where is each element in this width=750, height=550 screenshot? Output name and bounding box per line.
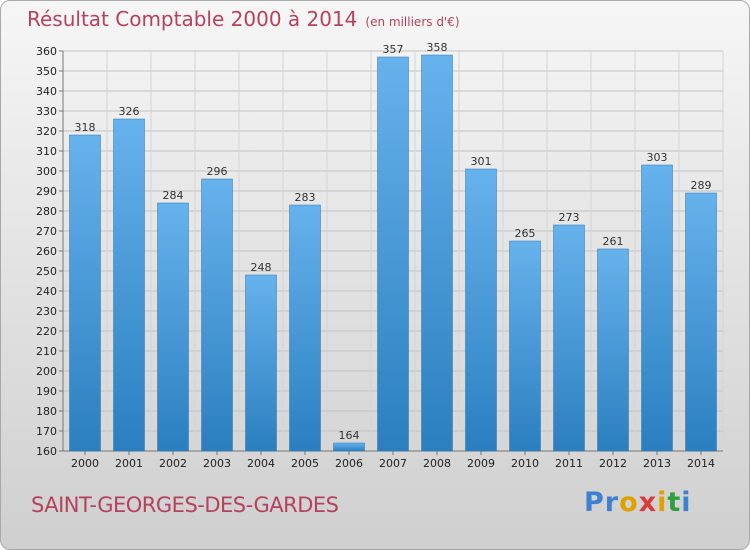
commune-name: SAINT-GEORGES-DES-GARDES — [31, 493, 339, 517]
x-tick-label: 2008 — [423, 457, 451, 470]
y-tick-label: 260 — [36, 245, 57, 258]
value-label: 296 — [207, 165, 228, 178]
bar — [157, 202, 189, 452]
y-tick-label: 160 — [36, 445, 57, 458]
x-tick-label: 2003 — [203, 457, 231, 470]
bar — [597, 248, 629, 452]
y-tick-label: 180 — [36, 405, 57, 418]
x-tick-label: 2004 — [247, 457, 275, 470]
y-tick-label: 240 — [36, 285, 57, 298]
value-label: 301 — [471, 155, 492, 168]
logo-letter: t — [667, 487, 682, 518]
bar — [69, 134, 101, 452]
proxiti-logo: Proxiti — [584, 487, 692, 518]
logo-letter: P — [584, 487, 605, 518]
logo-letter: i — [657, 487, 668, 518]
bar — [421, 54, 453, 452]
y-tick-label: 250 — [36, 265, 57, 278]
logo-letter: r — [604, 487, 620, 518]
value-label: 248 — [251, 261, 272, 274]
y-tick-label: 170 — [36, 425, 57, 438]
x-tick-label: 2007 — [379, 457, 407, 470]
bar — [553, 224, 585, 452]
value-label: 261 — [603, 235, 624, 248]
y-tick-label: 320 — [36, 125, 57, 138]
logo-letter: x — [638, 487, 658, 518]
bar — [113, 118, 145, 452]
logo-letter: i — [681, 487, 692, 518]
y-tick-label: 360 — [36, 45, 57, 58]
value-label: 284 — [163, 189, 184, 202]
value-label: 326 — [119, 105, 140, 118]
bar — [509, 240, 541, 452]
x-tick-label: 2001 — [115, 457, 143, 470]
logo-letter: o — [619, 487, 639, 518]
x-tick-label: 2006 — [335, 457, 363, 470]
chart-subtitle: (en milliers d'€) — [365, 15, 460, 29]
y-tick-label: 230 — [36, 305, 57, 318]
bar — [641, 164, 673, 452]
x-tick-label: 2012 — [599, 457, 627, 470]
x-tick-label: 2014 — [687, 457, 715, 470]
value-label: 357 — [383, 43, 404, 56]
chart-title: Résultat Comptable 2000 à 2014 (en millie… — [27, 7, 460, 31]
bar — [685, 192, 717, 452]
y-tick-label: 350 — [36, 65, 57, 78]
value-labels: 318 326 284 296 248 283 164 357 358 301 265 273 261 3… — [75, 41, 712, 442]
value-label: 265 — [515, 227, 536, 240]
value-label: 273 — [559, 211, 580, 224]
bar — [333, 442, 365, 452]
x-tick-label: 2009 — [467, 457, 495, 470]
bar — [465, 168, 497, 452]
bar — [377, 56, 409, 452]
value-label: 358 — [427, 41, 448, 54]
bars — [69, 54, 717, 452]
x-tick-label: 2010 — [511, 457, 539, 470]
bar — [201, 178, 233, 452]
x-tick-label: 2011 — [555, 457, 583, 470]
y-tick-label: 300 — [36, 165, 57, 178]
value-label: 283 — [295, 191, 316, 204]
value-label: 318 — [75, 121, 96, 134]
bar — [289, 204, 321, 452]
bar — [245, 274, 277, 452]
y-tick-label: 270 — [36, 225, 57, 238]
x-tick-label: 2000 — [71, 457, 99, 470]
y-tick-label: 340 — [36, 85, 57, 98]
y-tick-label: 220 — [36, 325, 57, 338]
y-tick-label: 330 — [36, 105, 57, 118]
y-tick-label: 210 — [36, 345, 57, 358]
value-label: 164 — [339, 429, 360, 442]
y-tick-label: 200 — [36, 365, 57, 378]
value-label: 303 — [647, 151, 668, 164]
title-text: Résultat Comptable 2000 à 2014 — [27, 7, 358, 31]
y-tick-label: 190 — [36, 385, 57, 398]
y-tick-label: 310 — [36, 145, 57, 158]
x-tick-label: 2013 — [643, 457, 671, 470]
y-tick-label: 280 — [36, 205, 57, 218]
x-tick-label: 2002 — [159, 457, 187, 470]
x-tick-label: 2005 — [291, 457, 319, 470]
y-tick-label: 290 — [36, 185, 57, 198]
value-label: 289 — [691, 179, 712, 192]
